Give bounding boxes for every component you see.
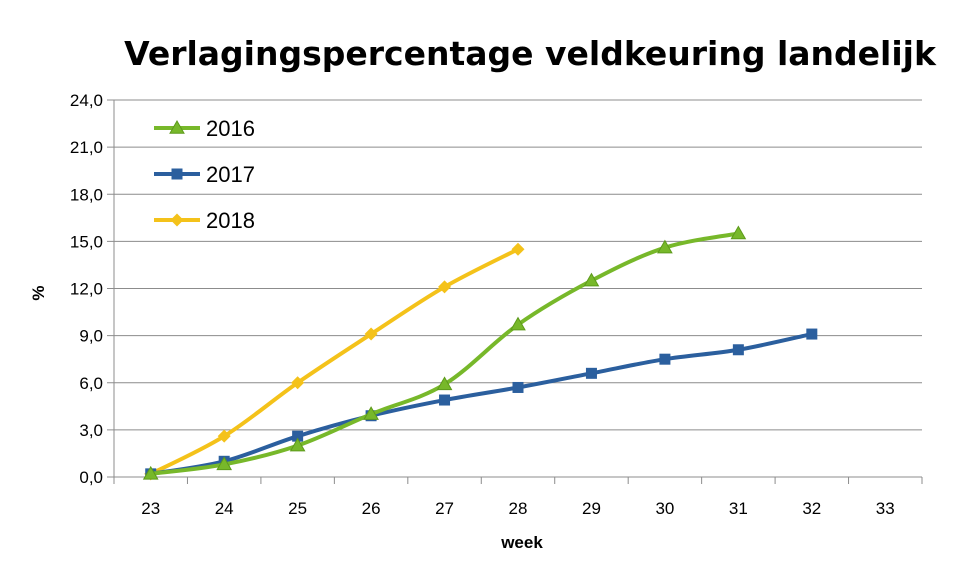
x-tick-labels: 23 24 25 26 27 28 29 30 31 32 33 (141, 499, 894, 518)
x-tick-label: 32 (802, 499, 821, 518)
chart-title: Verlagingspercentage veldkeuring landeli… (124, 34, 937, 73)
data-point-2017 (732, 344, 744, 356)
x-tick-label: 33 (876, 499, 895, 518)
legend-label: 2018 (206, 208, 255, 233)
y-tick-labels: 0,0 3,0 6,0 9,0 12,0 15,0 18,0 21,0 24,0 (70, 91, 103, 487)
data-point-2018 (438, 280, 452, 294)
x-tick-label: 24 (215, 499, 234, 518)
y-tick-label: 15,0 (70, 232, 103, 251)
data-point-2017 (659, 353, 671, 365)
axes (107, 99, 923, 484)
data-point-2017 (292, 430, 304, 442)
data-point-2018 (511, 242, 525, 256)
x-tick-label: 31 (729, 499, 748, 518)
data-point-2016 (583, 272, 600, 287)
data-point-2016 (363, 406, 379, 420)
y-tick-label: 6,0 (79, 374, 103, 393)
legend-marker (171, 168, 183, 180)
data-point-2016 (216, 456, 233, 471)
data-point-2016 (142, 465, 159, 480)
x-tick-label: 26 (362, 499, 381, 518)
data-point-2016 (730, 225, 747, 240)
data-point-2018 (291, 376, 305, 390)
series-line-2017 (148, 332, 814, 476)
legend-marker (169, 119, 185, 134)
series-line-2016 (148, 231, 741, 476)
data-point-2017 (439, 394, 451, 406)
gridlines (114, 99, 922, 431)
data-point-2016 (657, 239, 673, 254)
x-tick-label: 28 (509, 499, 528, 518)
series-group (142, 225, 818, 481)
series-2016 (142, 225, 747, 480)
y-tick-label: 12,0 (70, 280, 103, 299)
legend-item-2018: 2018 (154, 208, 255, 233)
x-tick-label: 29 (582, 499, 601, 518)
series-line-2018 (148, 247, 520, 476)
data-point-2018 (217, 429, 231, 443)
y-tick-label: 21,0 (70, 138, 103, 157)
series-2017 (145, 328, 818, 480)
legend-item-2017: 2017 (154, 162, 255, 187)
y-tick-label: 24,0 (70, 91, 103, 110)
legend: 2016 2017 2018 (154, 116, 255, 233)
data-point-2018 (364, 327, 378, 341)
x-tick-label: 27 (435, 499, 454, 518)
legend-marker (170, 213, 184, 227)
data-point-2017 (585, 367, 597, 379)
y-axis-label: % (29, 285, 48, 300)
y-tick-label: 0,0 (79, 468, 103, 487)
x-tick-label: 23 (141, 499, 160, 518)
x-tick-label: 25 (288, 499, 307, 518)
data-point-2017 (806, 328, 818, 340)
data-point-2016 (510, 316, 526, 331)
y-tick-label: 9,0 (79, 327, 103, 346)
series-2018 (144, 242, 525, 481)
legend-label: 2017 (206, 162, 255, 187)
data-point-2017 (512, 381, 524, 393)
legend-label: 2016 (206, 116, 255, 141)
data-point-2016 (436, 376, 453, 391)
data-point-2016 (289, 437, 306, 452)
y-tick-label: 3,0 (79, 421, 103, 440)
y-tick-label: 18,0 (70, 185, 103, 204)
x-tick-label: 30 (655, 499, 674, 518)
x-axis-label: week (500, 533, 543, 552)
legend-item-2016: 2016 (154, 116, 255, 141)
